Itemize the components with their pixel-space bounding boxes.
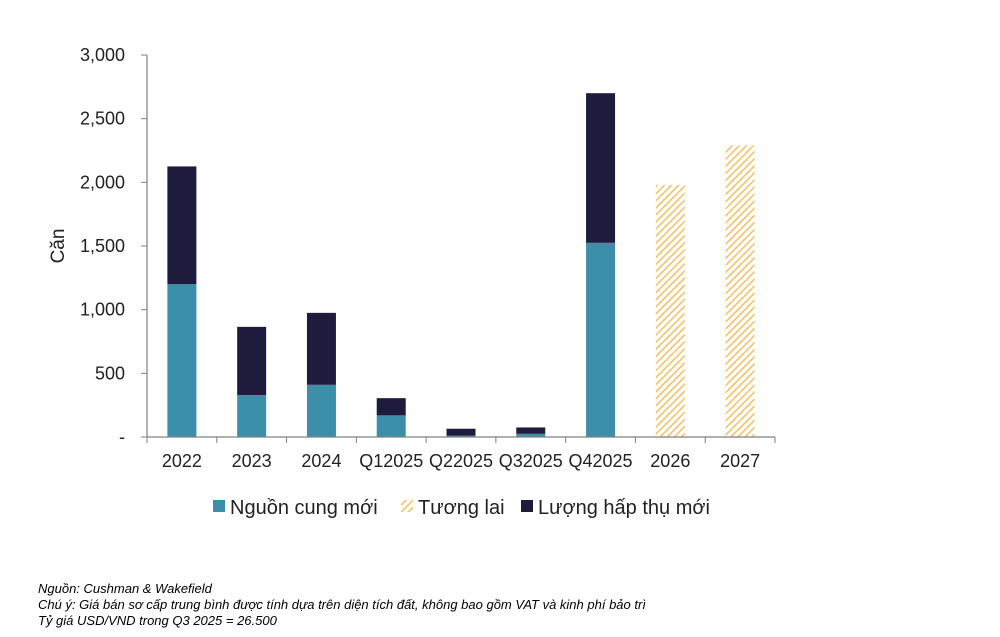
legend: Nguồn cung mới Tương lai Lượng hấp thụ mới [213,497,710,519]
axes [146,55,775,438]
bar-segment [376,415,406,437]
y-tick-label: - [119,427,125,447]
x-tick-label: 2027 [720,451,760,471]
y-tick-label: 500 [95,363,125,383]
legend-label: Tương lai [418,497,505,519]
legend-swatch [213,500,225,512]
bar-segment [237,394,267,437]
y-tick-label: 3,000 [80,45,125,65]
chart-area: -500 1,000 1,500 2,000 2,500 3,000 2022 2023 20… [48,45,776,519]
chart-notes: Nguồn: Cushman & Wakefield Chú ý: Giá bá… [38,581,978,637]
legend-label: Lượng hấp thụ mới [538,497,710,519]
vat-note: Chú ý: Giá bán sơ cấp trung bình được tí… [38,597,646,612]
bar-segment [655,184,685,437]
y-tick-label: 1,000 [80,300,125,320]
y-tick-label: 2,000 [80,172,125,192]
bar-segment [306,312,336,385]
clipped-text-line [38,629,978,637]
bar-segment [306,384,336,437]
source-note: Nguồn: Cushman & Wakefield [38,581,212,596]
x-tick-label: Q32025 [499,451,563,471]
bar-segment [446,428,476,436]
bar-segment [167,166,197,285]
legend-swatch [521,500,533,512]
bar-segment [237,326,267,395]
y-axis-title: Căn [48,229,69,264]
y-tick-label: 2,500 [80,109,125,129]
bar-segment [376,398,406,416]
bar-segment [725,145,755,437]
y-axis-ticks: - 500 1,000 1,500 2,000 2,500 3,000 [80,45,147,447]
bars [167,93,755,437]
y-tick-label: 1,500 [80,236,125,256]
exchange-rate-note: Tỷ giá USD/VND trong Q3 2025 = 26.500 [38,613,277,628]
x-axis-ticks: 2022 2023 2024 Q12025 Q22025 Q32025 Q42025 2026… [146,437,776,471]
bar-segment [516,433,546,437]
legend-label: Nguồn cung mới [230,497,378,519]
legend-swatch [401,500,413,512]
x-tick-label: 2024 [301,451,341,471]
bar-segment [516,427,546,434]
x-tick-label: Q42025 [569,451,633,471]
bar-segment [446,435,476,437]
x-tick-label: 2026 [650,451,690,471]
bar-segment [586,242,616,437]
bar-segment [586,93,616,243]
bar-segment [167,284,197,437]
x-tick-label: 2023 [232,451,272,471]
x-tick-label: Q12025 [359,451,423,471]
x-tick-label: 2022 [162,451,202,471]
x-tick-label: Q22025 [429,451,493,471]
